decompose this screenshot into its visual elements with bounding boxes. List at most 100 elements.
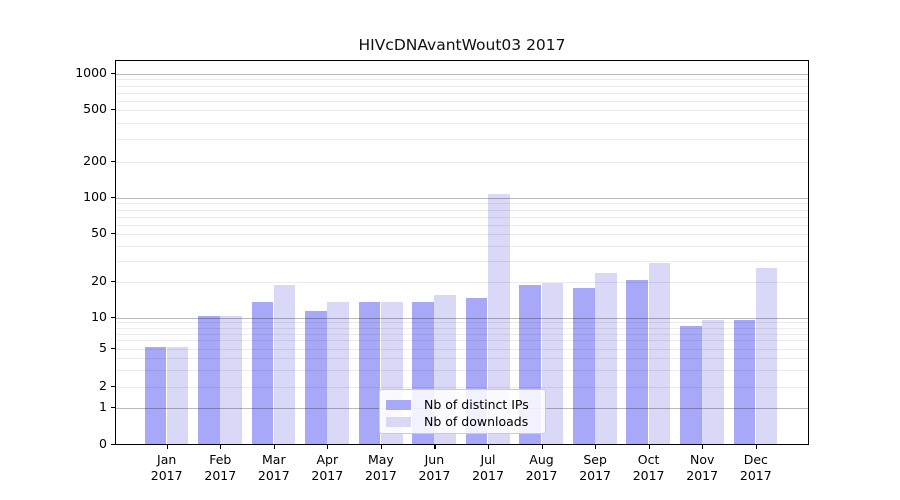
bar-distinct-ips-feb [198,315,220,444]
bar-downloads-dec [755,268,778,444]
y-axis-tick-mark-100 [111,196,115,198]
x-axis-tick-mark-nov [702,445,704,449]
minor-gridline-60 [116,224,808,226]
legend-row-downloads: Nb of downloads [380,413,545,430]
bar-downloads-jan [166,346,189,444]
x-axis-month-label-aug: Aug 2017 [525,452,558,483]
legend-box: Nb of distinct IPs Nb of downloads [379,389,546,434]
x-axis-tick-mark-dec [755,445,757,449]
bar-distinct-ips-may [358,302,381,444]
minor-gridline-3 [116,370,808,371]
minor-gridline-20 [116,282,808,283]
bar-downloads-mar [273,285,296,444]
minor-gridline-9 [116,322,808,324]
bar-distinct-ips-sep [572,288,595,444]
minor-gridline-6 [116,340,808,342]
y-axis-tick-label-100: 100 [83,188,107,204]
x-axis-month-label-oct: Oct 2017 [632,452,665,483]
minor-gridline-4 [116,357,808,359]
plot-area [115,60,809,445]
minor-gridline-80 [116,209,808,211]
y-axis-tick-label-20: 20 [91,273,107,288]
y-axis-tick-mark-20 [111,281,115,283]
y-axis-tick-label-10: 10 [91,308,107,324]
bar-downloads-feb [220,315,242,444]
x-axis-tick-mark-jul [488,445,490,449]
y-axis-tick-label-2: 2 [99,378,107,393]
bar-distinct-ips-jan [144,346,167,444]
minor-gridline-800 [116,85,808,87]
x-axis-month-label-jan: Jan 2017 [150,452,183,483]
bar-downloads-aug [541,282,564,444]
major-gridline-10 [116,317,808,319]
y-axis-tick-mark-1 [111,407,115,409]
x-axis-tick-mark-feb [220,445,222,449]
x-axis-tick-mark-jun [434,445,436,449]
major-gridline-100 [116,197,808,199]
minor-gridline-200 [116,161,808,163]
x-axis-tick-mark-sep [595,445,597,449]
legend-label-downloads: Nb of downloads [424,414,529,429]
bar-distinct-ips-oct [626,280,649,444]
minor-gridline-70 [116,216,808,218]
y-axis-tick-mark-10 [111,316,115,318]
minor-gridline-90 [116,203,808,205]
minor-gridline-600 [116,100,808,102]
x-axis-tick-mark-oct [648,445,650,449]
bar-distinct-ips-mar [251,302,274,444]
bar-downloads-apr [327,302,349,444]
x-axis-month-label-apr: Apr 2017 [311,452,344,483]
minor-gridline-30 [116,260,808,262]
chart-title: HIVcDNAvantWout03 2017 [358,36,566,54]
x-axis-month-label-jun: Jun 2017 [418,452,451,483]
x-axis-tick-mark-apr [327,445,329,449]
x-axis-month-label-may: May 2017 [364,452,397,483]
x-axis-tick-mark-jan [166,445,168,449]
legend-swatch-distinct-ips [386,399,411,410]
bar-downloads-nov [702,320,724,444]
minor-gridline-900 [116,79,808,81]
x-axis-month-label-sep: Sep 2017 [579,452,611,483]
x-axis-month-label-jul: Jul 2017 [472,452,504,483]
x-axis-month-label-dec: Dec 2017 [739,452,772,483]
x-axis-tick-mark-mar [273,445,275,449]
minor-gridline-500 [116,110,808,112]
bar-distinct-ips-apr [305,310,327,444]
y-axis-tick-label-5: 5 [99,339,107,355]
bar-distinct-ips-nov [680,325,702,444]
minor-gridline-40 [116,245,808,247]
y-axis-tick-label-500: 500 [83,101,107,117]
y-axis-tick-mark-500 [111,109,115,111]
y-axis-tick-mark-2 [111,386,115,388]
x-axis-tick-mark-aug [541,445,543,449]
minor-gridline-5 [116,348,808,350]
x-axis-tick-mark-may [380,445,383,449]
x-axis-month-label-mar: Mar 2017 [257,452,290,483]
bar-downloads-sep [595,272,617,444]
minor-gridline-2 [116,387,808,388]
minor-gridline-7 [116,333,808,335]
bar-downloads-jul [488,193,510,444]
y-axis-tick-label-200: 200 [83,152,107,168]
x-axis-month-label-nov: Nov 2017 [686,452,719,483]
y-axis-tick-mark-50 [111,233,115,235]
legend-swatch-downloads [386,416,411,427]
x-axis-month-label-feb: Feb 2017 [204,452,237,483]
y-axis-tick-label-1: 1 [99,399,107,415]
y-axis-tick-mark-5 [111,347,115,349]
y-axis-tick-label-0: 0 [99,435,107,451]
y-axis-tick-mark-0 [111,443,115,445]
y-axis-tick-mark-200 [111,160,115,162]
bar-downloads-oct [648,262,671,444]
y-axis-tick-label-50: 50 [91,225,107,241]
minor-gridline-300 [116,139,808,140]
legend-label-distinct-ips: Nb of distinct IPs [424,397,529,412]
bar-distinct-ips-dec [733,320,756,444]
major-gridline-1000 [116,73,808,75]
y-axis-tick-label-1000: 1000 [75,64,107,80]
y-axis-tick-mark-1000 [111,72,115,74]
minor-gridline-700 [116,92,808,94]
minor-gridline-8 [116,327,808,329]
minor-gridline-50 [116,234,808,236]
